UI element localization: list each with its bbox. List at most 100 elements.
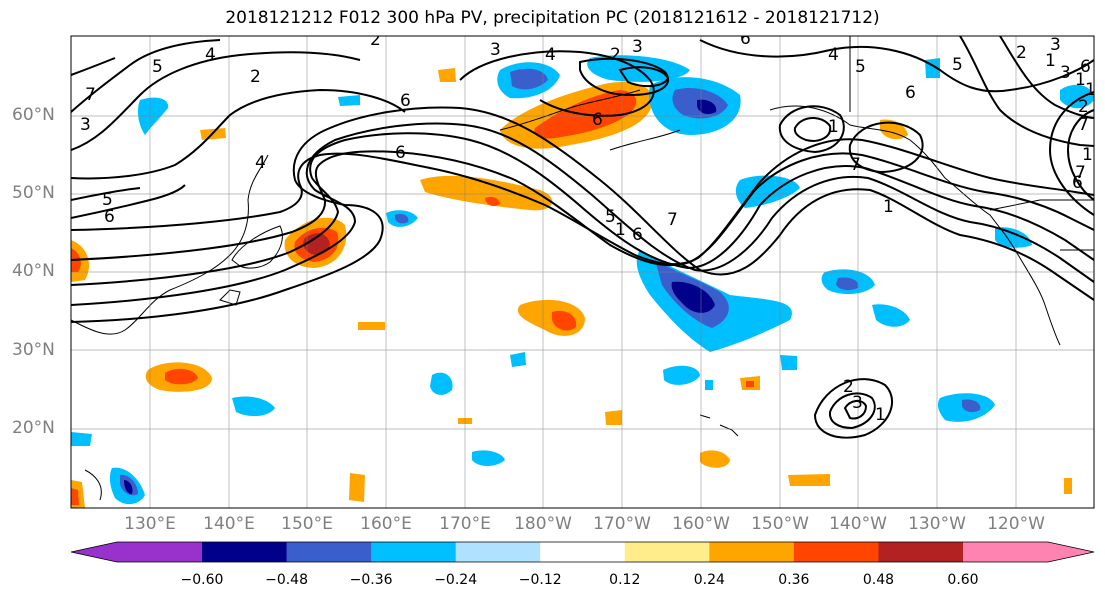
contour-label: 6	[632, 225, 643, 245]
colorbar-segment	[624, 542, 710, 562]
contour-label: 5	[855, 57, 866, 77]
colorbar-tick-label: −0.12	[518, 572, 562, 588]
contour-label: 5	[605, 207, 616, 227]
colorbar-tick-label: 0.12	[609, 572, 641, 588]
lon-label-180w: 180°W	[514, 514, 572, 534]
contour-label: 4	[205, 45, 216, 65]
colorbar-segment	[963, 542, 1094, 562]
contour-label: 1	[828, 117, 839, 137]
contour-label: 7	[667, 210, 678, 230]
pv-contour	[71, 106, 1094, 323]
contour-label: 3	[1060, 63, 1071, 83]
coastline	[609, 129, 681, 151]
lat-label-30n: 30°N	[12, 340, 55, 360]
contour-label: 6	[1072, 173, 1083, 193]
precip-blob	[605, 410, 622, 425]
precip-blob	[395, 213, 409, 224]
lon-label-160e: 160°E	[360, 514, 412, 534]
contour-label: 7	[1078, 115, 1089, 135]
precip-blob	[552, 310, 577, 331]
pv-contour	[848, 121, 924, 174]
lon-label-160w: 160°W	[672, 514, 730, 534]
precip-blob	[671, 281, 715, 313]
contour-label: 1	[883, 197, 894, 217]
pv-contour	[828, 392, 876, 430]
precip-blob	[303, 233, 330, 256]
pv-contour	[618, 66, 670, 88]
coastlines	[71, 36, 1094, 501]
contour-label: 1	[615, 220, 626, 240]
lon-label-170w: 170°W	[593, 514, 651, 534]
contour-label: 5	[152, 57, 163, 77]
contour-label: 5	[102, 190, 113, 210]
contour-label: 4	[255, 153, 266, 173]
colorbar-segment	[709, 542, 795, 562]
precip-blob	[485, 196, 500, 206]
colorbar-tick-label: −0.24	[434, 572, 478, 588]
pv-contour-labels: 2 3 4 5 6 7 1 2 3 4 5 6 7 1 2 3 6 5 6 1 …	[80, 30, 1094, 425]
colorbar-segment	[878, 542, 964, 562]
coastline	[219, 289, 241, 306]
coastline	[699, 414, 739, 437]
precip-blob	[232, 396, 275, 417]
precip-blob	[746, 381, 754, 387]
precip-blob	[705, 380, 713, 390]
pv-contour	[813, 378, 894, 439]
precip-blob	[788, 474, 830, 486]
precip-blob	[472, 450, 505, 466]
precip-blob	[962, 399, 981, 413]
colorbar-outline	[70, 541, 1095, 563]
precip-blob	[165, 368, 198, 385]
colorbar-segment	[793, 542, 879, 562]
colorbar-segment	[202, 542, 288, 562]
colorbar-segment	[540, 542, 626, 562]
colorbar-segment	[455, 542, 541, 562]
pv-contour	[71, 138, 1094, 266]
pv-contour	[699, 39, 1094, 93]
colorbar-segment	[286, 542, 372, 562]
lon-label-120w: 120°W	[987, 514, 1045, 534]
pv-contour	[71, 187, 141, 201]
contour-label: 6	[395, 143, 406, 163]
pv-contour	[1066, 109, 1094, 201]
precip-blob	[124, 480, 133, 494]
pv-contour	[71, 57, 116, 76]
contour-label: 7	[850, 155, 861, 175]
contour-label: 2	[610, 45, 621, 65]
colorbar-segment	[371, 542, 457, 562]
lon-label-130e: 130°E	[124, 514, 176, 534]
contour-label: 2	[370, 30, 381, 50]
precip-blob	[420, 175, 553, 211]
coastline	[84, 469, 102, 501]
precip-blob	[349, 473, 365, 502]
contour-label: 5	[952, 55, 963, 75]
precip-blob	[872, 304, 910, 327]
contour-label: 2	[250, 67, 261, 87]
pv-contour	[778, 105, 845, 154]
colorbar-tick-label: −0.36	[349, 572, 393, 588]
lon-label-130w: 130°W	[908, 514, 966, 534]
precip-blob	[780, 355, 797, 370]
contour-label: 2	[1016, 43, 1027, 63]
coastline	[769, 105, 1061, 346]
contour-label: 1	[1082, 145, 1093, 165]
pv-contour	[71, 150, 1094, 267]
colorbar-segment	[71, 542, 202, 562]
precip-blob	[836, 277, 859, 291]
graticule	[71, 36, 1094, 508]
colorbar-tick-label: 0.36	[778, 572, 810, 588]
pv-contour	[71, 39, 221, 113]
lon-label-140e: 140°E	[203, 514, 255, 534]
precip-blob	[510, 68, 548, 90]
precip-blob	[510, 352, 526, 367]
colorbar-tick-label: 0.48	[862, 572, 895, 588]
precip-blob	[697, 99, 717, 114]
pv-contours	[71, 36, 1094, 439]
contour-label: 6	[1080, 57, 1091, 77]
precip-blob	[995, 227, 1032, 248]
pv-contour	[579, 57, 670, 97]
contour-label: 1	[1045, 51, 1056, 71]
contour-label: 2	[1078, 97, 1089, 117]
contour-label: 4	[545, 45, 556, 65]
